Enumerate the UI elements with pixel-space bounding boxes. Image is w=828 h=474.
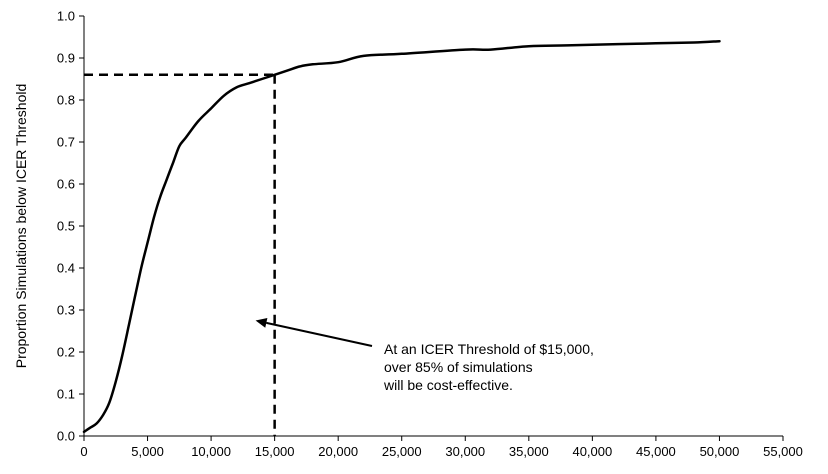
x-tick-label: 5,000 <box>131 444 164 459</box>
x-tick-label: 55,000 <box>763 444 803 459</box>
series-group <box>82 39 721 434</box>
y-tick-label: 0.6 <box>57 177 75 192</box>
y-tick-label: 0.4 <box>57 261 75 276</box>
threshold-reference-lines <box>84 73 276 436</box>
annotation-line-1: At an ICER Threshold of $15,000, <box>384 341 594 357</box>
x-tick-label: 35,000 <box>509 444 549 459</box>
y-tick-label: 0.7 <box>57 135 75 150</box>
x-tick-label: 0 <box>80 444 87 459</box>
x-tick-label: 10,000 <box>191 444 231 459</box>
annotation: At an ICER Threshold of $15,000, over 85… <box>255 317 594 393</box>
y-tick-label: 0.3 <box>57 303 75 318</box>
x-tick-label: 40,000 <box>572 444 612 459</box>
x-tick-label: 30,000 <box>445 444 485 459</box>
annotation-arrow-shaft <box>266 321 373 347</box>
annotation-arrow-head <box>255 317 268 328</box>
y-tick-label: 1.0 <box>57 9 75 24</box>
annotation-line-3: will be cost-effective. <box>383 377 513 393</box>
y-tick-label: 0.0 <box>57 429 75 444</box>
y-tick-label: 0.1 <box>57 387 75 402</box>
x-tick-label: 20,000 <box>318 444 358 459</box>
y-tick-label: 0.8 <box>57 93 75 108</box>
y-tick-label: 0.5 <box>57 219 75 234</box>
y-ticks: 0.0 0.1 0.2 0.3 0.4 0.5 0.6 0.7 0.8 0.9 1.0 <box>57 9 84 444</box>
y-axis-label: Proportion Simulations below ICER Thresh… <box>13 84 29 369</box>
y-tick-label: 0.9 <box>57 51 75 66</box>
y-tick-label: 0.2 <box>57 345 75 360</box>
acceptability-curve <box>82 39 721 434</box>
x-tick-label: 15,000 <box>255 444 295 459</box>
x-tick-label: 25,000 <box>382 444 422 459</box>
annotation-line-2: over 85% of simulations <box>384 359 533 375</box>
x-tick-label: 50,000 <box>700 444 740 459</box>
x-ticks: 0 5,000 10,000 15,000 20,000 25,000 30,000 35,0… <box>80 436 803 459</box>
x-tick-label: 45,000 <box>636 444 676 459</box>
